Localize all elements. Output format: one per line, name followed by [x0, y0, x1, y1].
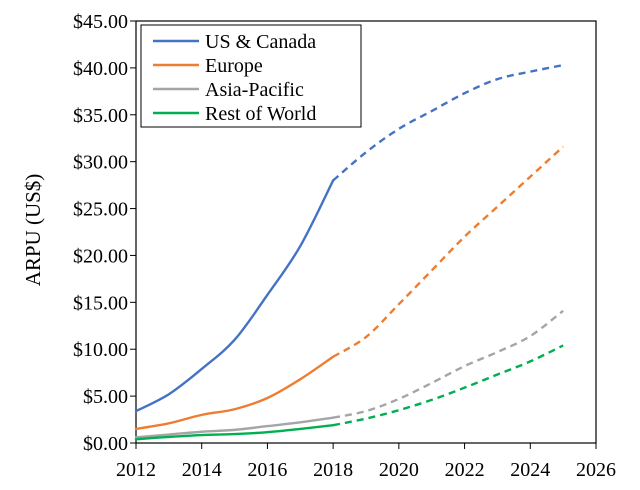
series-line-rest-of-world-actual: [134, 423, 335, 441]
legend-label-europe: Europe: [205, 55, 263, 77]
y-tick-label: $10.00: [73, 339, 128, 361]
legend-label-asia-pacific: Asia-Pacific: [205, 79, 304, 101]
x-tick-label: 2012: [116, 459, 156, 481]
y-tick-label: $15.00: [73, 292, 128, 314]
y-tick-label: $45.00: [73, 11, 128, 33]
x-tick-label: 2024: [510, 459, 550, 481]
y-axis-title: ARPU (US$): [21, 174, 45, 287]
y-tick-label: $30.00: [73, 152, 128, 174]
series-line-asia-pacific-forecast: [332, 309, 564, 419]
x-tick-label: 2016: [247, 459, 287, 481]
y-tick-label: $40.00: [73, 58, 128, 80]
x-tick-label: 2026: [576, 459, 616, 481]
series-line-asia-pacific-actual: [134, 416, 335, 439]
plot-area-frame: [135, 20, 597, 444]
series-line-europe-actual: [134, 355, 335, 431]
y-tick-label: $35.00: [73, 105, 128, 127]
series-line-europe-forecast: [332, 145, 564, 358]
y-tick-label: $5.00: [83, 386, 128, 408]
y-tick-label: $20.00: [73, 245, 128, 267]
legend-label-rest-of-world: Rest of World: [205, 103, 316, 125]
x-tick-label: 2022: [445, 459, 485, 481]
x-tick-label: 2014: [182, 459, 222, 481]
legend-label-us-canada: US & Canada: [205, 31, 316, 53]
y-tick-label: $0.00: [83, 433, 128, 455]
series-line-us-canada-actual: [134, 179, 335, 413]
x-tick-label: 2020: [379, 459, 419, 481]
x-tick-label: 2018: [313, 459, 353, 481]
series-line-us-canada-forecast: [332, 63, 564, 182]
series-line-rest-of-world-forecast: [332, 344, 564, 427]
y-tick-label: $25.00: [73, 199, 128, 221]
